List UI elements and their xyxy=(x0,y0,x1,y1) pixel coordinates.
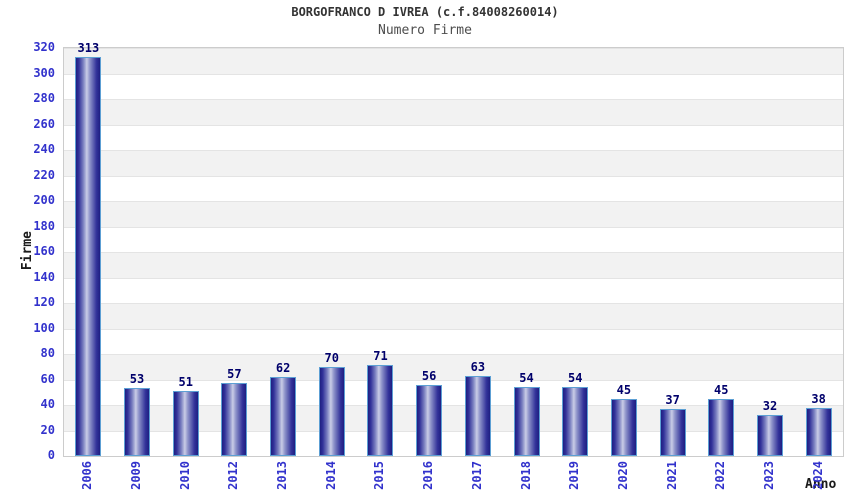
y-tick-label: 320 xyxy=(33,40,55,54)
x-tick-label: 2024 xyxy=(810,461,825,490)
bar xyxy=(221,383,248,456)
bar xyxy=(659,409,686,456)
grid-band xyxy=(64,277,843,303)
grid-band xyxy=(64,226,843,252)
bar-value-label: 32 xyxy=(762,399,778,413)
bar-value-label: 70 xyxy=(324,351,339,365)
y-tick-label: 280 xyxy=(33,91,55,105)
x-tick-label: 2020 xyxy=(615,461,630,490)
bar xyxy=(124,388,151,456)
bar-value-label: 57 xyxy=(227,367,242,381)
bar xyxy=(367,365,394,456)
bar xyxy=(610,399,637,456)
y-tick-label: 160 xyxy=(33,244,55,258)
grid-band xyxy=(64,328,843,354)
grid-band xyxy=(64,175,843,201)
x-tick-label: 2009 xyxy=(129,461,144,490)
x-tick-label: 2014 xyxy=(323,461,338,490)
bar xyxy=(708,399,735,456)
y-tick-label: 200 xyxy=(33,193,55,207)
plot-area: 313 53 51 57 62 70 71 56 63 54 54 45 37 45 32 38 xyxy=(63,42,844,457)
bar-value-label: 45 xyxy=(616,383,632,397)
x-tick-label: 2019 xyxy=(567,461,582,490)
grid-band xyxy=(64,150,843,176)
grid-band xyxy=(64,48,843,74)
x-tick-label: 2022 xyxy=(713,461,728,490)
bar xyxy=(75,57,102,456)
y-tick-label: 60 xyxy=(40,371,55,386)
bar xyxy=(416,385,443,456)
bar-value-label: 45 xyxy=(714,383,729,397)
y-tick-label: 300 xyxy=(33,65,55,80)
bar-value-label: 313 xyxy=(77,41,100,55)
y-tick-label: 140 xyxy=(33,269,55,284)
bar xyxy=(756,415,783,456)
bar-value-label: 63 xyxy=(470,360,486,374)
x-tick-label: 2023 xyxy=(761,461,776,490)
x-tick-label: 2013 xyxy=(275,461,290,490)
grid-band xyxy=(64,73,843,99)
x-tick-label: 2016 xyxy=(421,461,436,490)
grid-band xyxy=(64,99,843,125)
x-axis-title: Anno xyxy=(805,477,837,492)
bar-value-label: 53 xyxy=(129,372,145,386)
bar xyxy=(464,376,491,456)
bar-value-label: 37 xyxy=(665,393,680,407)
x-tick-label: 2006 xyxy=(80,461,95,490)
bar-value-label: 51 xyxy=(178,375,193,389)
y-tick-label: 260 xyxy=(33,116,55,131)
y-tick-label: 220 xyxy=(33,167,55,182)
bar-value-label: 56 xyxy=(421,369,437,383)
bar xyxy=(513,387,540,456)
bar-value-label: 71 xyxy=(373,349,388,363)
grid-band xyxy=(64,252,843,278)
bar xyxy=(172,391,199,456)
bar xyxy=(805,408,832,456)
chart-subtitle: Numero Firme xyxy=(378,23,472,38)
bar-value-label: 54 xyxy=(567,371,583,385)
y-tick-label: 100 xyxy=(33,320,55,335)
bar xyxy=(318,367,345,456)
bar-value-label: 54 xyxy=(519,371,534,385)
y-tick-label: 20 xyxy=(40,422,55,437)
bar xyxy=(562,387,589,456)
grid-band xyxy=(64,201,843,227)
x-tick-label: 2017 xyxy=(469,461,484,490)
grid-band xyxy=(64,354,843,380)
bar-value-label: 62 xyxy=(275,361,291,375)
y-tick-label: 0 xyxy=(47,448,55,462)
chart-title: BORGOFRANCO D IVREA (c.f.84008260014) xyxy=(291,5,559,19)
y-tick-label: 80 xyxy=(40,346,55,360)
x-tick-label: 2015 xyxy=(372,461,387,490)
bar xyxy=(270,377,297,456)
bar-value-label: 38 xyxy=(811,392,826,406)
y-tick-label: 180 xyxy=(33,218,55,233)
x-tick-label: 2012 xyxy=(226,461,241,490)
grid-band xyxy=(64,124,843,150)
y-tick-label: 120 xyxy=(33,295,55,309)
x-tick-label: 2010 xyxy=(177,461,192,490)
grid-band xyxy=(64,303,843,329)
y-tick-label: 40 xyxy=(40,397,55,411)
x-tick-label: 2021 xyxy=(664,461,679,490)
x-tick-label: 2018 xyxy=(518,461,533,490)
y-tick-label: 240 xyxy=(33,142,55,156)
